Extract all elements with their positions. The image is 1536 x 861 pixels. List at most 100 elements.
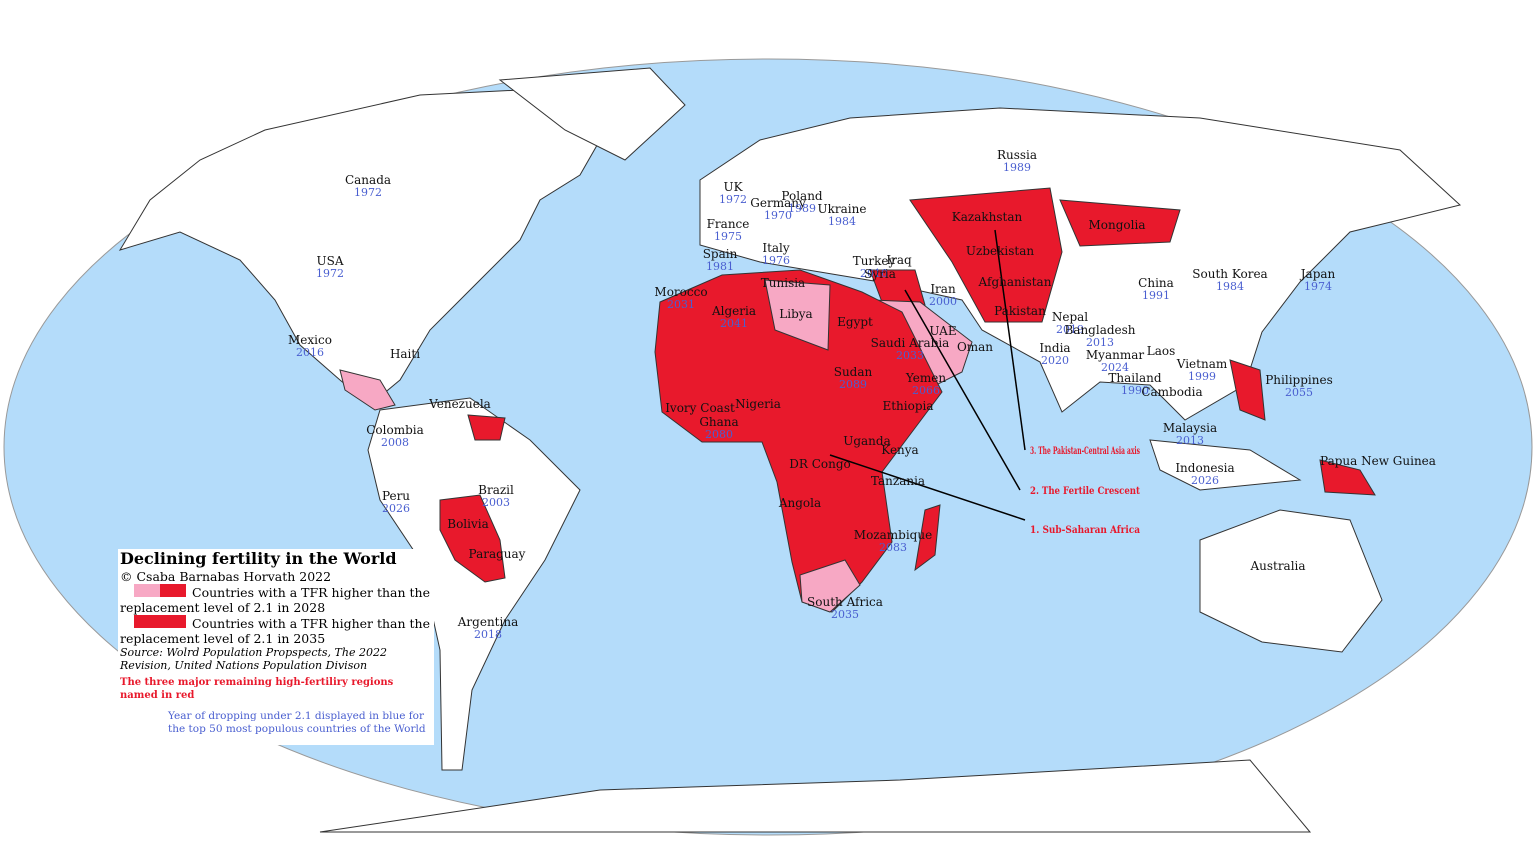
country-label: Tunisia [761, 276, 805, 290]
country-label: India [1039, 341, 1070, 355]
country-label: Egypt [837, 315, 873, 329]
country-label: Sudan [834, 365, 873, 379]
country-year: 2013 [1086, 336, 1114, 349]
mongolia [1059, 199, 1181, 247]
country-label: Kenya [881, 443, 918, 457]
country-label: Paraguay [469, 547, 526, 561]
country-year: 2024 [1101, 361, 1129, 374]
country-label: UAE [929, 324, 956, 338]
country-label: Turkey [853, 254, 896, 268]
country-label: Ivory Coast [665, 401, 735, 415]
country-label: Libya [779, 307, 812, 321]
country-label: Algeria [711, 304, 756, 318]
country-label: France [707, 217, 750, 231]
country-label: Colombia [366, 423, 424, 437]
country-label: USA [317, 254, 344, 268]
country-year: 2003 [482, 496, 510, 509]
country-year: 1991 [1142, 289, 1170, 302]
north-africa [764, 279, 831, 351]
region-label: 1. Sub-Saharan Africa [1030, 525, 1140, 536]
central-america [339, 369, 396, 411]
country-year: 1989 [1003, 161, 1031, 174]
country-label: Canada [345, 173, 391, 187]
country-year: 2066 [912, 384, 940, 397]
country-year: 1984 [828, 215, 856, 228]
country-year: 1990 [1121, 384, 1149, 397]
country-label: DR Congo [789, 457, 851, 471]
country-label: Poland [781, 189, 823, 203]
country-year: 2041 [720, 317, 748, 330]
country-year: 2026 [382, 502, 410, 515]
country-label: Australia [1249, 559, 1305, 573]
country-year: 2083 [879, 541, 907, 554]
country-label: Ukraine [818, 202, 867, 216]
country-label: Angola [778, 496, 821, 510]
country-year: 2055 [1285, 386, 1313, 399]
australia [1199, 509, 1383, 653]
papua-new-guinea [1319, 459, 1376, 496]
country-label: Pakistan [994, 304, 1046, 318]
country-label: Papua New Guinea [1320, 454, 1436, 468]
country-year: 2026 [1191, 474, 1219, 487]
south-africa [799, 559, 861, 613]
country-label: Cambodia [1141, 385, 1202, 399]
country-year: 1972 [719, 193, 747, 206]
country-label: Iraq [886, 253, 912, 267]
south-america [367, 397, 581, 771]
madagascar [914, 504, 941, 572]
country-label: Syria [864, 267, 896, 281]
country-label: Afghanistan [978, 275, 1052, 289]
country-label: Thailand [1108, 371, 1161, 385]
country-label: Uganda [843, 434, 891, 448]
country-label: Saudi Arabia [871, 336, 950, 350]
country-label: Haiti [390, 347, 420, 361]
country-label: Argentina [457, 615, 518, 629]
country-label: Germany [750, 196, 806, 210]
country-label: Ethiopia [882, 399, 933, 413]
legend-note: Year of dropping under 2.1 displayed in … [168, 710, 426, 735]
country-label: Yemen [905, 371, 946, 385]
country-label: Bolivia [447, 517, 489, 531]
country-label: Russia [997, 148, 1037, 162]
guyana [467, 414, 506, 441]
country-label: Italy [762, 241, 790, 255]
pointer-lines [829, 229, 1026, 521]
country-year: 1999 [1188, 370, 1216, 383]
country-label: Nigeria [735, 397, 781, 411]
country-year: 2016 [296, 346, 324, 359]
country-year: 2080 [705, 428, 733, 441]
antarctica [319, 759, 1312, 833]
legend-text: Countries with a TFR higher than the rep… [120, 616, 431, 646]
country-label: Kazakhstan [952, 210, 1023, 224]
country-label: UK [723, 180, 743, 194]
country-label: Spain [703, 247, 738, 261]
country-label: Nepal [1052, 310, 1088, 324]
country-year: 1972 [354, 186, 382, 199]
country-label: Philippines [1265, 373, 1333, 387]
country-label: South Korea [1192, 267, 1267, 281]
country-label: Uzbekistan [966, 244, 1034, 258]
indonesia [1149, 439, 1302, 491]
country-label: Morocco [654, 285, 707, 299]
legend-item: Countries with a TFR higher than the rep… [118, 584, 434, 615]
region-text: 2. The Fertile Crescent [1030, 486, 1140, 497]
country-year: 1976 [762, 254, 790, 267]
bolivia-paraguay [439, 494, 506, 583]
country-label: Iran [930, 282, 956, 296]
country-year: 1981 [706, 260, 734, 273]
region-text: 3. The Pakistan-Central Asia axis [1030, 446, 1140, 457]
legend-note: The three major remaining high-fertiliry… [120, 677, 394, 701]
country-label: Tanzania [871, 474, 925, 488]
legend-text: Countries with a TFR higher than the rep… [120, 585, 431, 615]
legend-credit: © Csaba Barnabas Horvath 2022 [120, 569, 332, 584]
country-label: Malaysia [1163, 421, 1217, 435]
region-text: 1. Sub-Saharan Africa [1030, 525, 1140, 536]
country-year: 2033 [896, 349, 924, 362]
country-label: Myanmar [1086, 348, 1144, 362]
country-year: 1989 [788, 202, 816, 215]
country-year: 2018 [474, 628, 502, 641]
africa [654, 269, 943, 613]
country-year: 2031 [667, 298, 695, 311]
